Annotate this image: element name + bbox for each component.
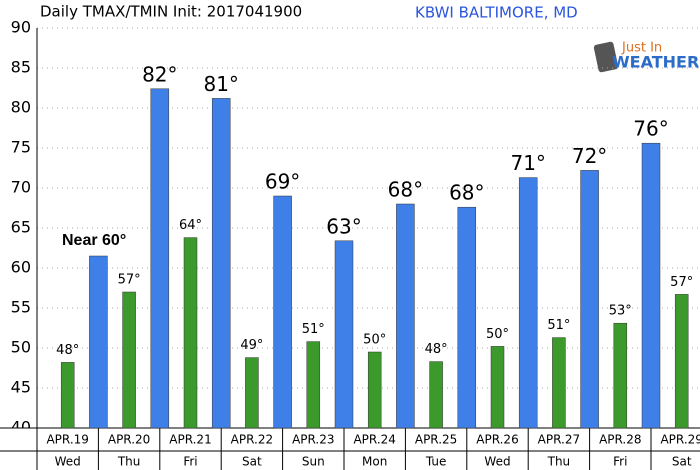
bar <box>457 206 477 429</box>
x-tick-label: APR.29 <box>660 433 700 447</box>
value-label: 57° <box>670 275 693 290</box>
x-tick-sublabel: Wed <box>55 455 81 469</box>
x-tick-label: APR.25 <box>415 433 457 447</box>
value-label: 51° <box>302 322 325 337</box>
x-tick-label: APR.28 <box>599 433 641 447</box>
value-label: 71° <box>510 151 545 175</box>
x-tick-label: APR.20 <box>108 433 150 447</box>
bar <box>273 195 292 429</box>
value-label: 50° <box>363 333 386 348</box>
bar <box>334 240 354 429</box>
y-tick-label: 75 <box>11 138 31 157</box>
value-label: 68° <box>449 181 484 205</box>
y-tick-label: 65 <box>11 218 31 237</box>
x-tick-sublabel: Sat <box>242 455 262 469</box>
bar <box>150 88 170 429</box>
x-tick-label: APR.24 <box>353 433 395 447</box>
value-label: 51° <box>547 318 570 333</box>
annotation: Near 60° <box>62 232 126 249</box>
y-tick-label: 70 <box>11 178 31 197</box>
bar <box>367 351 382 429</box>
bar <box>490 346 505 429</box>
value-label: 63° <box>326 214 361 238</box>
y-tick-label: 90 <box>11 18 31 37</box>
x-tick-label: APR.19 <box>46 433 88 447</box>
value-label: 82° <box>142 62 177 86</box>
value-label: 69° <box>265 170 300 194</box>
x-tick-label: APR.22 <box>231 433 273 447</box>
bar <box>211 98 231 429</box>
bar <box>613 322 628 429</box>
y-tick-label: 55 <box>11 298 31 317</box>
logo-text: WEATHER <box>612 53 699 72</box>
x-tick-sublabel: Fri <box>613 455 627 469</box>
value-label: 68° <box>388 178 423 202</box>
x-axis-band <box>0 428 700 470</box>
x-tick-label: APR.21 <box>169 433 211 447</box>
value-label: 72° <box>572 144 607 168</box>
bar <box>552 337 566 429</box>
bar <box>429 361 443 429</box>
logo-icon <box>593 41 619 73</box>
x-tick-sublabel: Thu <box>117 455 141 469</box>
bar <box>122 291 136 429</box>
value-label: 48° <box>425 342 448 357</box>
bar <box>641 142 661 429</box>
x-tick-sublabel: Wed <box>484 455 510 469</box>
value-label: 76° <box>633 117 668 141</box>
y-tick-label: 80 <box>11 98 31 117</box>
bar <box>245 357 259 429</box>
bar <box>89 255 108 429</box>
x-tick-label: APR.27 <box>538 433 580 447</box>
value-label: 48° <box>56 343 79 358</box>
logo-text: Just In <box>621 41 662 56</box>
value-label: 49° <box>240 338 263 353</box>
bar <box>60 362 75 429</box>
y-tick-label: 45 <box>11 378 31 397</box>
chart-title: Daily TMAX/TMIN Init: 2017041900 <box>40 3 302 21</box>
x-tick-sublabel: Mon <box>362 455 387 469</box>
x-tick-sublabel: Sun <box>302 455 325 469</box>
x-tick-sublabel: Thu <box>547 455 571 469</box>
y-tick-label: 85 <box>11 58 31 77</box>
y-tick-label: 60 <box>11 258 31 277</box>
bar <box>580 170 599 429</box>
x-tick-sublabel: Fri <box>183 455 197 469</box>
value-label: 81° <box>203 72 238 96</box>
bar <box>518 177 538 429</box>
value-label: 64° <box>179 218 202 233</box>
bar <box>306 341 321 429</box>
logo: Just In WEATHER <box>593 41 699 73</box>
bar <box>183 237 198 429</box>
x-tick-label: APR.23 <box>292 433 334 447</box>
value-label: 53° <box>609 304 632 319</box>
bar <box>396 203 415 429</box>
x-tick-label: APR.26 <box>476 433 518 447</box>
value-label: 50° <box>486 327 509 342</box>
x-tick-sublabel: Tue <box>425 455 447 469</box>
x-tick-sublabel: Sat <box>672 455 692 469</box>
bar <box>674 294 689 429</box>
chart-subtitle: KBWI BALTIMORE, MD <box>415 4 578 22</box>
value-label: 57° <box>118 273 141 288</box>
y-tick-label: 50 <box>11 338 31 357</box>
